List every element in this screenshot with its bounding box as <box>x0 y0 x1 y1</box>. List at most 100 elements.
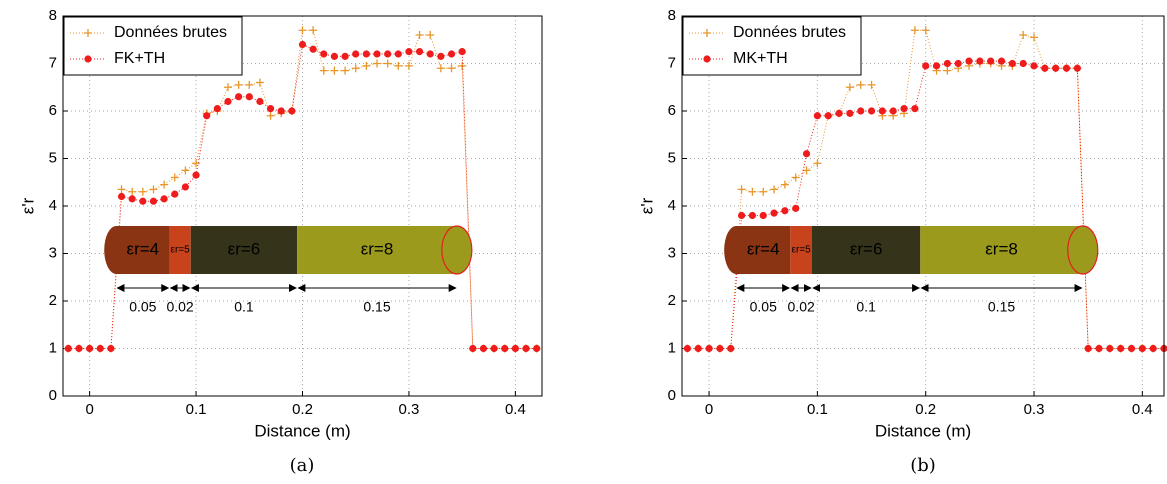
plus-marker <box>245 80 254 89</box>
legend-marker <box>703 55 711 63</box>
cylinder-segment <box>169 226 191 274</box>
segment-label: εr=6 <box>850 239 883 258</box>
y-tick-label: 8 <box>668 7 676 24</box>
dot-marker <box>987 57 995 65</box>
axes-frame <box>62 15 543 397</box>
plus-marker <box>255 78 264 87</box>
y-tick-label: 3 <box>668 244 676 261</box>
dot-marker <box>192 171 200 179</box>
plus-marker <box>319 66 328 75</box>
x-axis-label: Distance (m) <box>875 421 971 440</box>
legend-box <box>682 16 862 76</box>
dot-marker <box>1127 344 1136 353</box>
plus-marker <box>341 66 350 75</box>
segment-label: εr=8 <box>361 239 394 258</box>
plus-marker <box>748 187 757 196</box>
x-tick-label: 0 <box>85 401 93 418</box>
series-line <box>68 43 537 349</box>
dot-marker <box>802 150 811 158</box>
y-tick-label: 2 <box>668 292 676 309</box>
plus-marker <box>170 173 179 182</box>
dot-marker <box>1106 344 1114 353</box>
dot-marker <box>813 112 821 120</box>
dot-marker <box>128 195 136 203</box>
dot-marker <box>846 109 854 117</box>
cylinder-end <box>441 225 473 275</box>
plus-marker <box>1030 33 1039 42</box>
legend-label: FK+TH <box>114 50 165 67</box>
y-tick-label: 7 <box>49 54 57 71</box>
legend-marker <box>703 29 711 37</box>
dot-marker <box>781 207 789 215</box>
caption: (b) <box>910 455 936 476</box>
y-tick-label: 8 <box>49 7 57 24</box>
plus-marker <box>910 26 919 35</box>
plus-marker <box>351 64 360 73</box>
legend-label: Données brutes <box>733 24 846 41</box>
x-tick-label: 0.4 <box>1132 401 1153 418</box>
x-tick-label: 0.3 <box>399 401 420 418</box>
y-tick-label: 6 <box>668 102 676 119</box>
plus-marker <box>298 26 307 35</box>
dot-marker <box>479 344 488 353</box>
plus-marker <box>759 187 768 196</box>
cylinder-segment <box>811 226 921 274</box>
dot-marker <box>203 112 211 120</box>
dot-marker <box>1084 344 1092 353</box>
plus-marker <box>1019 31 1028 39</box>
dot-marker <box>694 344 702 353</box>
segment-label: εr=4 <box>747 239 780 258</box>
dot-marker <box>1019 59 1027 68</box>
dot-marker <box>362 50 370 58</box>
dot-marker <box>75 344 83 353</box>
dot-marker <box>683 344 692 353</box>
dot-marker <box>1030 62 1038 70</box>
dot-marker <box>522 344 530 353</box>
dot-marker <box>96 344 104 353</box>
y-tick-label: 4 <box>49 197 57 214</box>
dot-marker <box>727 344 735 353</box>
plus-marker <box>780 180 789 189</box>
y-tick-label: 0 <box>668 387 676 404</box>
cylinder-segment <box>736 226 791 274</box>
chart-panel: 0 1 2 3 4 5 6 7 8 0 0.1 0.2 0.3 0.4 εr=4 0.05 εr=5 0.02 εr… <box>18 7 543 476</box>
y-tick-label: 0 <box>49 387 57 404</box>
dot-marker <box>1073 64 1081 72</box>
dot-marker <box>943 59 951 68</box>
dot-marker <box>394 50 402 58</box>
cylinder-segment <box>116 226 170 274</box>
dot-marker <box>770 209 778 217</box>
dot-marker <box>1062 64 1071 72</box>
dot-marker <box>911 105 919 113</box>
plus-marker <box>867 80 876 89</box>
dimension-label: 0.05 <box>129 299 156 315</box>
chart-panel: 0 1 2 3 4 5 6 7 8 0 0.1 0.2 0.3 0.4 εr=4 0.05 εr=5 0.02 εr… <box>637 7 1167 476</box>
plus-marker <box>181 166 190 175</box>
dimension-label: 0.1 <box>234 299 254 315</box>
y-tick-label: 4 <box>668 197 676 214</box>
dot-marker <box>932 62 941 70</box>
plus-marker <box>802 166 811 175</box>
plus-marker <box>415 31 424 39</box>
x-tick-label: 0.1 <box>186 401 207 418</box>
axes-frame <box>681 15 1165 397</box>
dot-marker <box>415 48 424 56</box>
dot-marker <box>117 192 126 201</box>
dot-marker <box>181 183 190 191</box>
dot-marker <box>447 50 456 58</box>
dot-marker <box>792 204 800 212</box>
dot-marker <box>235 93 243 101</box>
dot-marker <box>469 344 477 353</box>
dot-marker <box>501 344 509 353</box>
segment-label: εr=5 <box>170 245 190 256</box>
caption: (a) <box>290 455 315 476</box>
dot-marker <box>298 40 307 49</box>
dimension-label: 0.02 <box>788 299 815 315</box>
legend-label: MK+TH <box>733 50 788 67</box>
segment-label: εr=6 <box>228 239 261 258</box>
y-tick-label: 7 <box>668 54 676 71</box>
dot-marker <box>245 93 253 101</box>
dot-marker <box>490 344 498 353</box>
dot-marker <box>511 344 519 353</box>
